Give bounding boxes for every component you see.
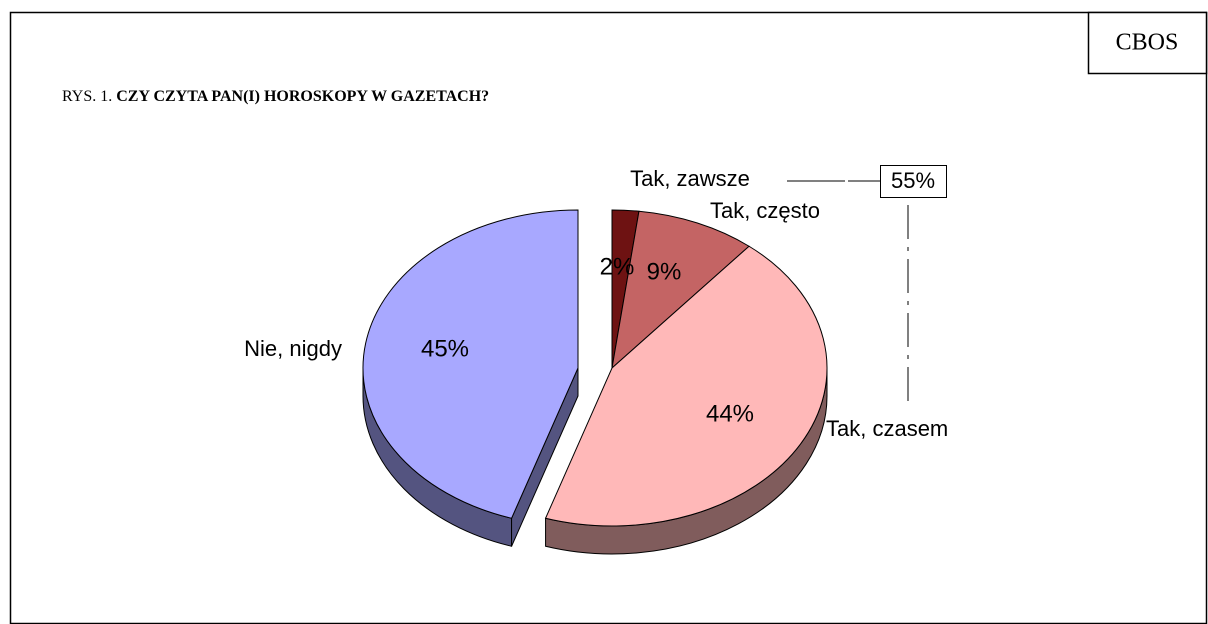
source-box: [1087, 11, 1208, 75]
category-label: Nie, nigdy: [244, 336, 342, 361]
category-label: Tak, zawsze: [630, 166, 750, 191]
slice: [611, 210, 750, 370]
pie: [362, 209, 828, 555]
data-label: 44%: [706, 400, 754, 427]
category-label: Tak, czasem: [826, 416, 948, 441]
title: CZY CZYTA PAN(I) HOROSKOPY W GAZETACH?: [116, 88, 489, 105]
slice: [544, 245, 828, 527]
chart-title: RYS. 1. CZY CZYTA PAN(I) HOROSKOPY W GAZ…: [62, 88, 489, 105]
data-label: 2%: [600, 253, 635, 280]
annotation-box: [880, 165, 947, 198]
category-label: Tak, często: [710, 198, 820, 223]
figure-label: RYS. 1.: [62, 88, 112, 105]
source: CBOS: [1116, 30, 1179, 56]
data-label: 9%: [647, 258, 682, 285]
slice: [362, 209, 579, 519]
data-label: 45%: [421, 335, 469, 362]
annotation: 55%: [891, 168, 935, 193]
